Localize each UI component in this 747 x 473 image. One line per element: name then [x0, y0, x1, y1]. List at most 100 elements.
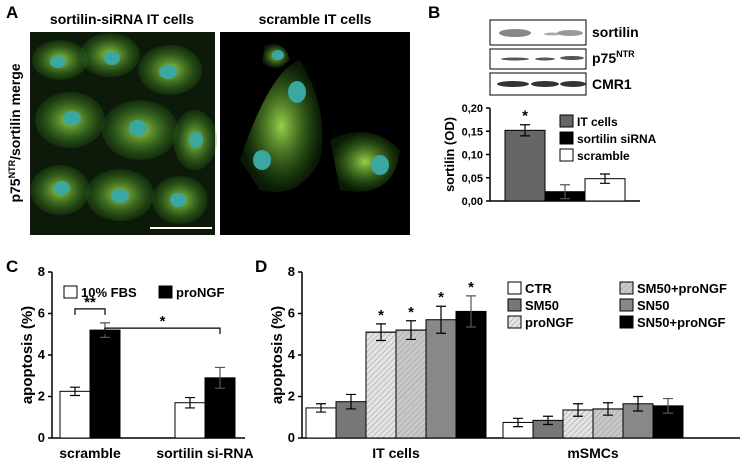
legend-label: sortilin siRNA: [577, 132, 657, 146]
significance-bracket: [74, 308, 106, 315]
label-part: /sortilin merge: [7, 63, 23, 160]
panel-label: A: [6, 3, 18, 22]
error-bar: [346, 393, 356, 410]
y-axis-label: sortilin (OD): [442, 117, 457, 192]
bar: [425, 319, 457, 439]
y-tick-label: 8: [38, 264, 45, 279]
y-axis-label: apoptosis (%): [19, 306, 36, 404]
significance: *: [378, 307, 384, 324]
legend-hatch: [507, 315, 522, 329]
bar: [504, 129, 546, 202]
legend-label: proNGF: [176, 285, 224, 300]
error-bar: [573, 403, 583, 417]
blot-label: p75NTR: [592, 49, 635, 66]
error-bar: [633, 395, 643, 412]
legend-swatch: [559, 131, 574, 145]
label-part: CMR1: [592, 76, 632, 92]
micrograph: [220, 32, 410, 235]
bar-hatch: [365, 331, 397, 439]
significance: *: [468, 279, 474, 296]
y-tick-label: 4: [288, 347, 296, 362]
label-sup: NTR: [7, 159, 17, 178]
significance-bracket: [104, 327, 221, 335]
x-tick-label: IT cells: [372, 445, 420, 461]
y-tick-label: 0,10: [462, 150, 483, 162]
error-bar: [600, 173, 610, 184]
label-sup: NTR: [616, 49, 635, 59]
legend-label: scramble: [577, 149, 630, 163]
significance: *: [438, 289, 444, 306]
y-tick-label: 6: [38, 306, 45, 321]
legend-label: SM50: [525, 298, 559, 313]
legend-label: CTR: [525, 281, 552, 296]
legend-label: proNGF: [525, 315, 573, 330]
significance: **: [84, 294, 96, 311]
y-tick-label: 0: [38, 430, 45, 445]
micrograph: [30, 32, 217, 235]
y-tick-label: 0,05: [462, 173, 483, 185]
x-tick-label: scramble: [59, 445, 121, 461]
panel-label: B: [428, 3, 440, 22]
y-tick-label: 4: [38, 347, 46, 362]
y-tick-label: 2: [288, 389, 295, 404]
blot-label: CMR1: [592, 76, 632, 92]
bar: [622, 403, 654, 439]
error-bar: [466, 295, 476, 328]
error-bar: [316, 403, 326, 413]
legend-swatch: [559, 148, 574, 162]
error-bar: [70, 386, 80, 397]
y-tick-label: 0,15: [462, 126, 483, 138]
label-part: sortilin: [592, 24, 639, 40]
y-tick-label: 0,00: [462, 196, 483, 208]
y-tick-label: 0,20: [462, 103, 483, 115]
error-bar: [560, 184, 570, 200]
legend-label: 10% FBS: [81, 285, 137, 300]
image-caption: sortilin-siRNA IT cells: [50, 11, 194, 27]
image-caption: scramble IT cells: [259, 11, 372, 27]
bar: [89, 329, 121, 439]
legend-swatch: [559, 114, 574, 128]
legend-label: SN50: [637, 298, 670, 313]
legend-label: SM50+proNGF: [637, 281, 727, 296]
significance: *: [522, 108, 528, 125]
error-bar: [185, 396, 195, 409]
panel-label: D: [255, 257, 267, 276]
y-tick-label: 6: [288, 306, 295, 321]
error-bar: [406, 320, 416, 341]
legend-swatch: [619, 298, 634, 312]
error-bar: [376, 323, 386, 342]
legend-hatch: [619, 281, 634, 295]
error-bar: [215, 366, 225, 389]
error-bar: [520, 124, 530, 137]
x-tick-label: sortilin si-RNA: [156, 445, 253, 461]
side-label: p75NTR/sortilin merge: [7, 63, 23, 202]
legend-swatch: [507, 298, 522, 312]
legend-swatch: [619, 315, 634, 329]
legend-swatch: [63, 285, 78, 299]
error-bar: [543, 415, 553, 426]
blot-label: sortilin: [592, 24, 639, 40]
legend-swatch: [158, 285, 173, 299]
blot-bands: [497, 29, 586, 87]
panel-label: C: [6, 257, 18, 276]
error-bar: [663, 397, 673, 414]
significance: *: [408, 304, 414, 321]
bar-hatch: [395, 329, 427, 439]
y-tick-label: 0: [288, 430, 295, 445]
legend-label: SN50+proNGF: [637, 315, 726, 330]
bar: [174, 402, 206, 439]
y-axis-label: apoptosis (%): [269, 306, 286, 404]
legend-label: IT cells: [577, 115, 618, 129]
significance: *: [160, 313, 166, 330]
bar: [305, 407, 337, 439]
label-part: p75: [7, 178, 23, 202]
error-bar: [513, 417, 523, 428]
bar: [455, 310, 487, 439]
error-bar: [436, 305, 446, 334]
legend-swatch: [507, 281, 522, 295]
bar: [59, 390, 91, 439]
y-tick-label: 2: [38, 389, 45, 404]
label-part: p75: [592, 50, 616, 66]
